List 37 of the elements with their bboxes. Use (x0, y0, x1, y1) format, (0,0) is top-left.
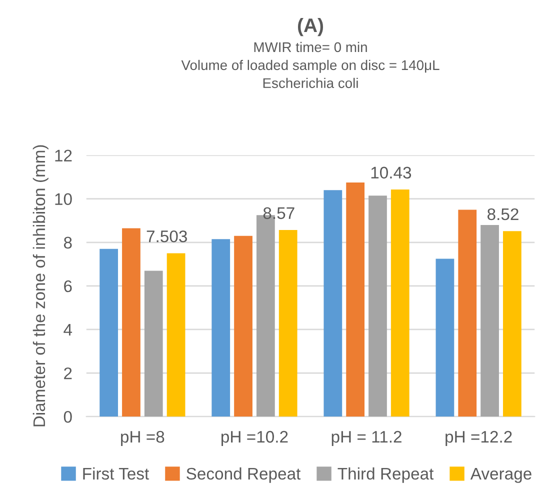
bar (346, 182, 365, 417)
bar (458, 210, 477, 417)
bar (166, 253, 186, 417)
x-tick-label: pH =10.2 (222, 430, 288, 446)
y-tick-label: 0 (64, 410, 72, 423)
legend-label: Average (470, 468, 532, 483)
data-label: 8.57 (263, 207, 294, 220)
legend-label: First Test (83, 467, 150, 480)
data-label: 8.52 (488, 208, 518, 220)
bar (122, 228, 140, 417)
x-tick-label: pH =12.2 (446, 430, 512, 446)
chart-title: (A) (298, 18, 324, 36)
bar (324, 190, 342, 417)
chart-subtitle: MWIR time= 0 min Volume of loaded sample on disc = 140μL Escherichia coli (181, 42, 440, 88)
y-tick-label: 6 (64, 280, 72, 292)
x-tick-label: pH = 11.2 (332, 430, 402, 446)
x-tick-label: pH =8 (121, 430, 164, 446)
y-tick-label: 8 (64, 236, 72, 249)
bar (212, 239, 230, 417)
legend-label: Second Repeat (186, 467, 301, 483)
bar (144, 270, 163, 417)
bar (278, 230, 298, 417)
legend-label: Third Repeat (338, 467, 434, 483)
bar (480, 224, 499, 417)
y-tick-label: 12 (55, 150, 72, 162)
bar (234, 236, 252, 417)
y-tick-label: 2 (64, 367, 72, 380)
data-label: 10.43 (371, 166, 412, 179)
y-tick-label: 10 (55, 193, 72, 206)
bar (100, 248, 118, 417)
y-axis-title: Diameter of the zone of inhibiton (mm) (32, 145, 48, 426)
data-label: 7.503 (146, 230, 187, 242)
y-tick-label: 4 (64, 324, 72, 336)
bar (503, 231, 522, 417)
bar (368, 196, 387, 417)
bar (436, 258, 454, 417)
bar (390, 189, 410, 417)
